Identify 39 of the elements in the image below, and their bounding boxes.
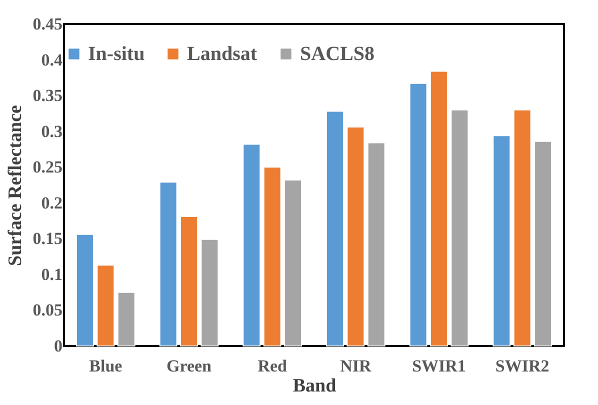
y-tick-label: 0.05	[32, 300, 62, 320]
bar	[263, 166, 282, 346]
x-tick-label: Blue	[89, 356, 123, 376]
bar	[117, 292, 136, 346]
y-tick-label: 0.45	[32, 14, 62, 34]
bar	[409, 82, 428, 346]
bar	[76, 234, 94, 346]
bar	[180, 216, 198, 346]
bar	[284, 179, 302, 346]
x-tick-label: NIR	[340, 356, 372, 376]
legend-label: SACLS8	[300, 43, 374, 65]
y-tick-label: 0.3	[41, 122, 62, 141]
bar	[513, 109, 532, 346]
x-tick-label: SWIR2	[495, 356, 550, 376]
x-tick-label: Green	[166, 356, 212, 376]
bar	[534, 140, 552, 346]
y-tick-label: 0.15	[32, 229, 62, 248]
bar	[96, 264, 115, 346]
x-tick-label: SWIR1	[412, 356, 466, 376]
y-axis-title: Surface Reflectance	[4, 105, 26, 266]
y-tick-label: 0.1	[41, 264, 62, 284]
y-tick-label: 0	[54, 336, 62, 356]
y-tick-label: 0.25	[32, 158, 62, 177]
bar	[346, 126, 365, 346]
bar	[326, 110, 344, 346]
bar	[367, 142, 386, 346]
bar	[242, 144, 261, 346]
x-tick-label: Red	[258, 356, 288, 376]
legend-label: Landsat	[187, 43, 258, 65]
legend-label: In-situ	[88, 43, 145, 65]
bar	[159, 182, 178, 346]
bar	[492, 135, 511, 346]
y-tick-label: 0.35	[32, 86, 62, 106]
bar	[450, 109, 469, 346]
bar	[200, 238, 219, 346]
y-tick-label: 0.4	[41, 50, 63, 70]
y-tick-label: 0.2	[41, 193, 62, 212]
x-axis-title: Band	[292, 376, 337, 396]
bar	[430, 70, 448, 346]
